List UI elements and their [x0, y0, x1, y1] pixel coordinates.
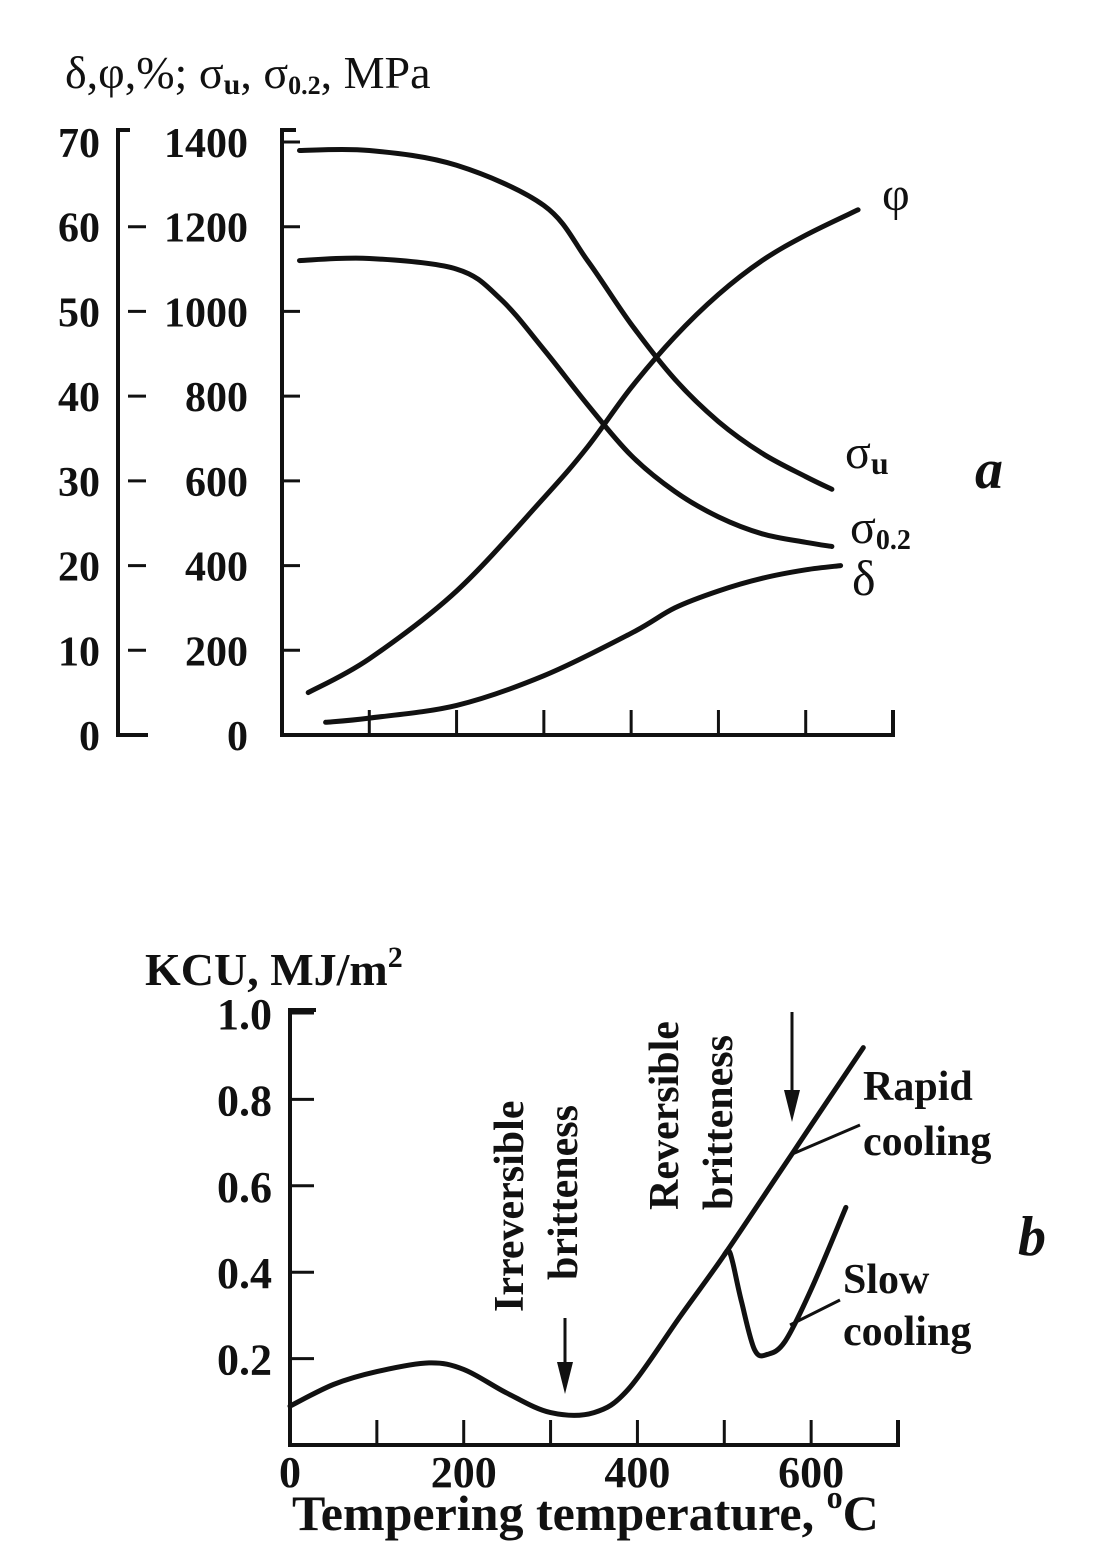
panel-b-x-tick-label: 0 — [279, 1448, 301, 1497]
annotation-reversible-1: Reversible — [642, 1021, 688, 1210]
panel-a-left-axis — [116, 128, 148, 737]
panel-a-left-tick-label: 30 — [58, 460, 100, 506]
panel-a-left-tick-label: 0 — [79, 714, 100, 760]
panel-a-right-tick-label: 1000 — [164, 290, 248, 336]
annotation-irreversible-2: britteness — [541, 1105, 587, 1280]
panel-a-right-tick-label: 800 — [185, 375, 248, 421]
panel-a-right-tick-label: 400 — [185, 545, 248, 591]
series-line-σu — [297, 146, 835, 492]
panel-a-right-tick-label: 1200 — [164, 206, 248, 252]
panel-b-y-tick-label: 0.6 — [217, 1163, 272, 1212]
series-line-φ — [305, 207, 861, 696]
panel-a: δ,φ,%; σu, σ0.2, MPa 0200400600800100012… — [58, 47, 1003, 760]
panel-a-right-tick-label: 1400 — [164, 121, 248, 167]
annotation-irreversible-1: Irreversible — [487, 1101, 533, 1312]
series-label-phi: φ — [882, 168, 910, 221]
panel-b-x-tick-label: 600 — [778, 1448, 844, 1497]
series-line-rapid-cooling — [287, 1045, 866, 1418]
series-label-sigma-02: σ0.2 — [850, 501, 911, 556]
panel-b-ylabel: KCU, MJ/m2 — [145, 941, 403, 995]
panel-b-y-tick-label: 0.8 — [217, 1076, 272, 1125]
series-label-rapid-1: Rapid — [863, 1064, 973, 1110]
panel-b-ticks: 0.2 0.4 0.6 0.8 1.0 0 200 400 600 — [217, 990, 844, 1497]
series-line-δ — [323, 563, 844, 725]
arrow-reversible-icon — [784, 1012, 800, 1122]
panel-a-left-tick-label: 40 — [58, 375, 100, 421]
panel-b-axes — [288, 1008, 900, 1447]
panel-b-y-tick-label: 1.0 — [217, 990, 272, 1039]
annotation-reversible-2: britteness — [696, 1035, 742, 1210]
panel-b-curves — [287, 1045, 866, 1418]
panel-b-x-tick-label: 200 — [431, 1448, 497, 1497]
series-label-slow-2: cooling — [843, 1309, 971, 1355]
panel-b-label: b — [1018, 1206, 1046, 1268]
panel-a-left-tick-label: 60 — [58, 206, 100, 252]
leader-slow-cooling — [789, 1298, 841, 1327]
panel-a-axes — [280, 128, 895, 737]
panel-a-left-tick-label: 20 — [58, 545, 100, 591]
series-label-slow-1: Slow — [843, 1257, 930, 1303]
panel-a-left-tick-label: 10 — [58, 629, 100, 675]
series-label-delta: δ — [852, 550, 876, 606]
panel-b-x-tick-label: 400 — [604, 1448, 670, 1497]
series-line-slow-cooling — [721, 1204, 849, 1359]
panel-b: KCU, MJ/m2 0.2 0.4 0.6 0.8 1.0 0 200 400 600 Rap… — [145, 941, 1046, 1541]
panel-a-curves — [297, 146, 861, 725]
panel-b-y-tick-label: 0.2 — [217, 1336, 272, 1385]
panel-a-right-tick-label: 200 — [185, 629, 248, 675]
panel-a-ticks: 0 200 400 600 800 1000 1200 1400 0 10 20 30 40 50 60 70 — [58, 121, 808, 760]
panel-a-right-tick-label: 0 — [227, 714, 248, 760]
leader-rapid-cooling — [789, 1123, 861, 1157]
panel-a-left-tick-label: 50 — [58, 290, 100, 336]
panel-a-ylabel: δ,φ,%; σu, σ0.2, MPa — [65, 47, 431, 101]
panel-a-right-tick-label: 600 — [185, 460, 248, 506]
panel-b-y-tick-label: 0.4 — [217, 1249, 272, 1298]
series-label-rapid-2: cooling — [863, 1119, 991, 1165]
panel-a-left-tick-label: 70 — [58, 121, 100, 167]
series-line-σ0.2 — [297, 255, 835, 549]
panel-a-label: a — [975, 439, 1003, 501]
series-label-sigma-u: σu — [845, 426, 889, 481]
panel-b-xlabel: Tempering temperature, oC — [292, 1479, 879, 1541]
arrow-irreversible-icon — [557, 1318, 573, 1394]
